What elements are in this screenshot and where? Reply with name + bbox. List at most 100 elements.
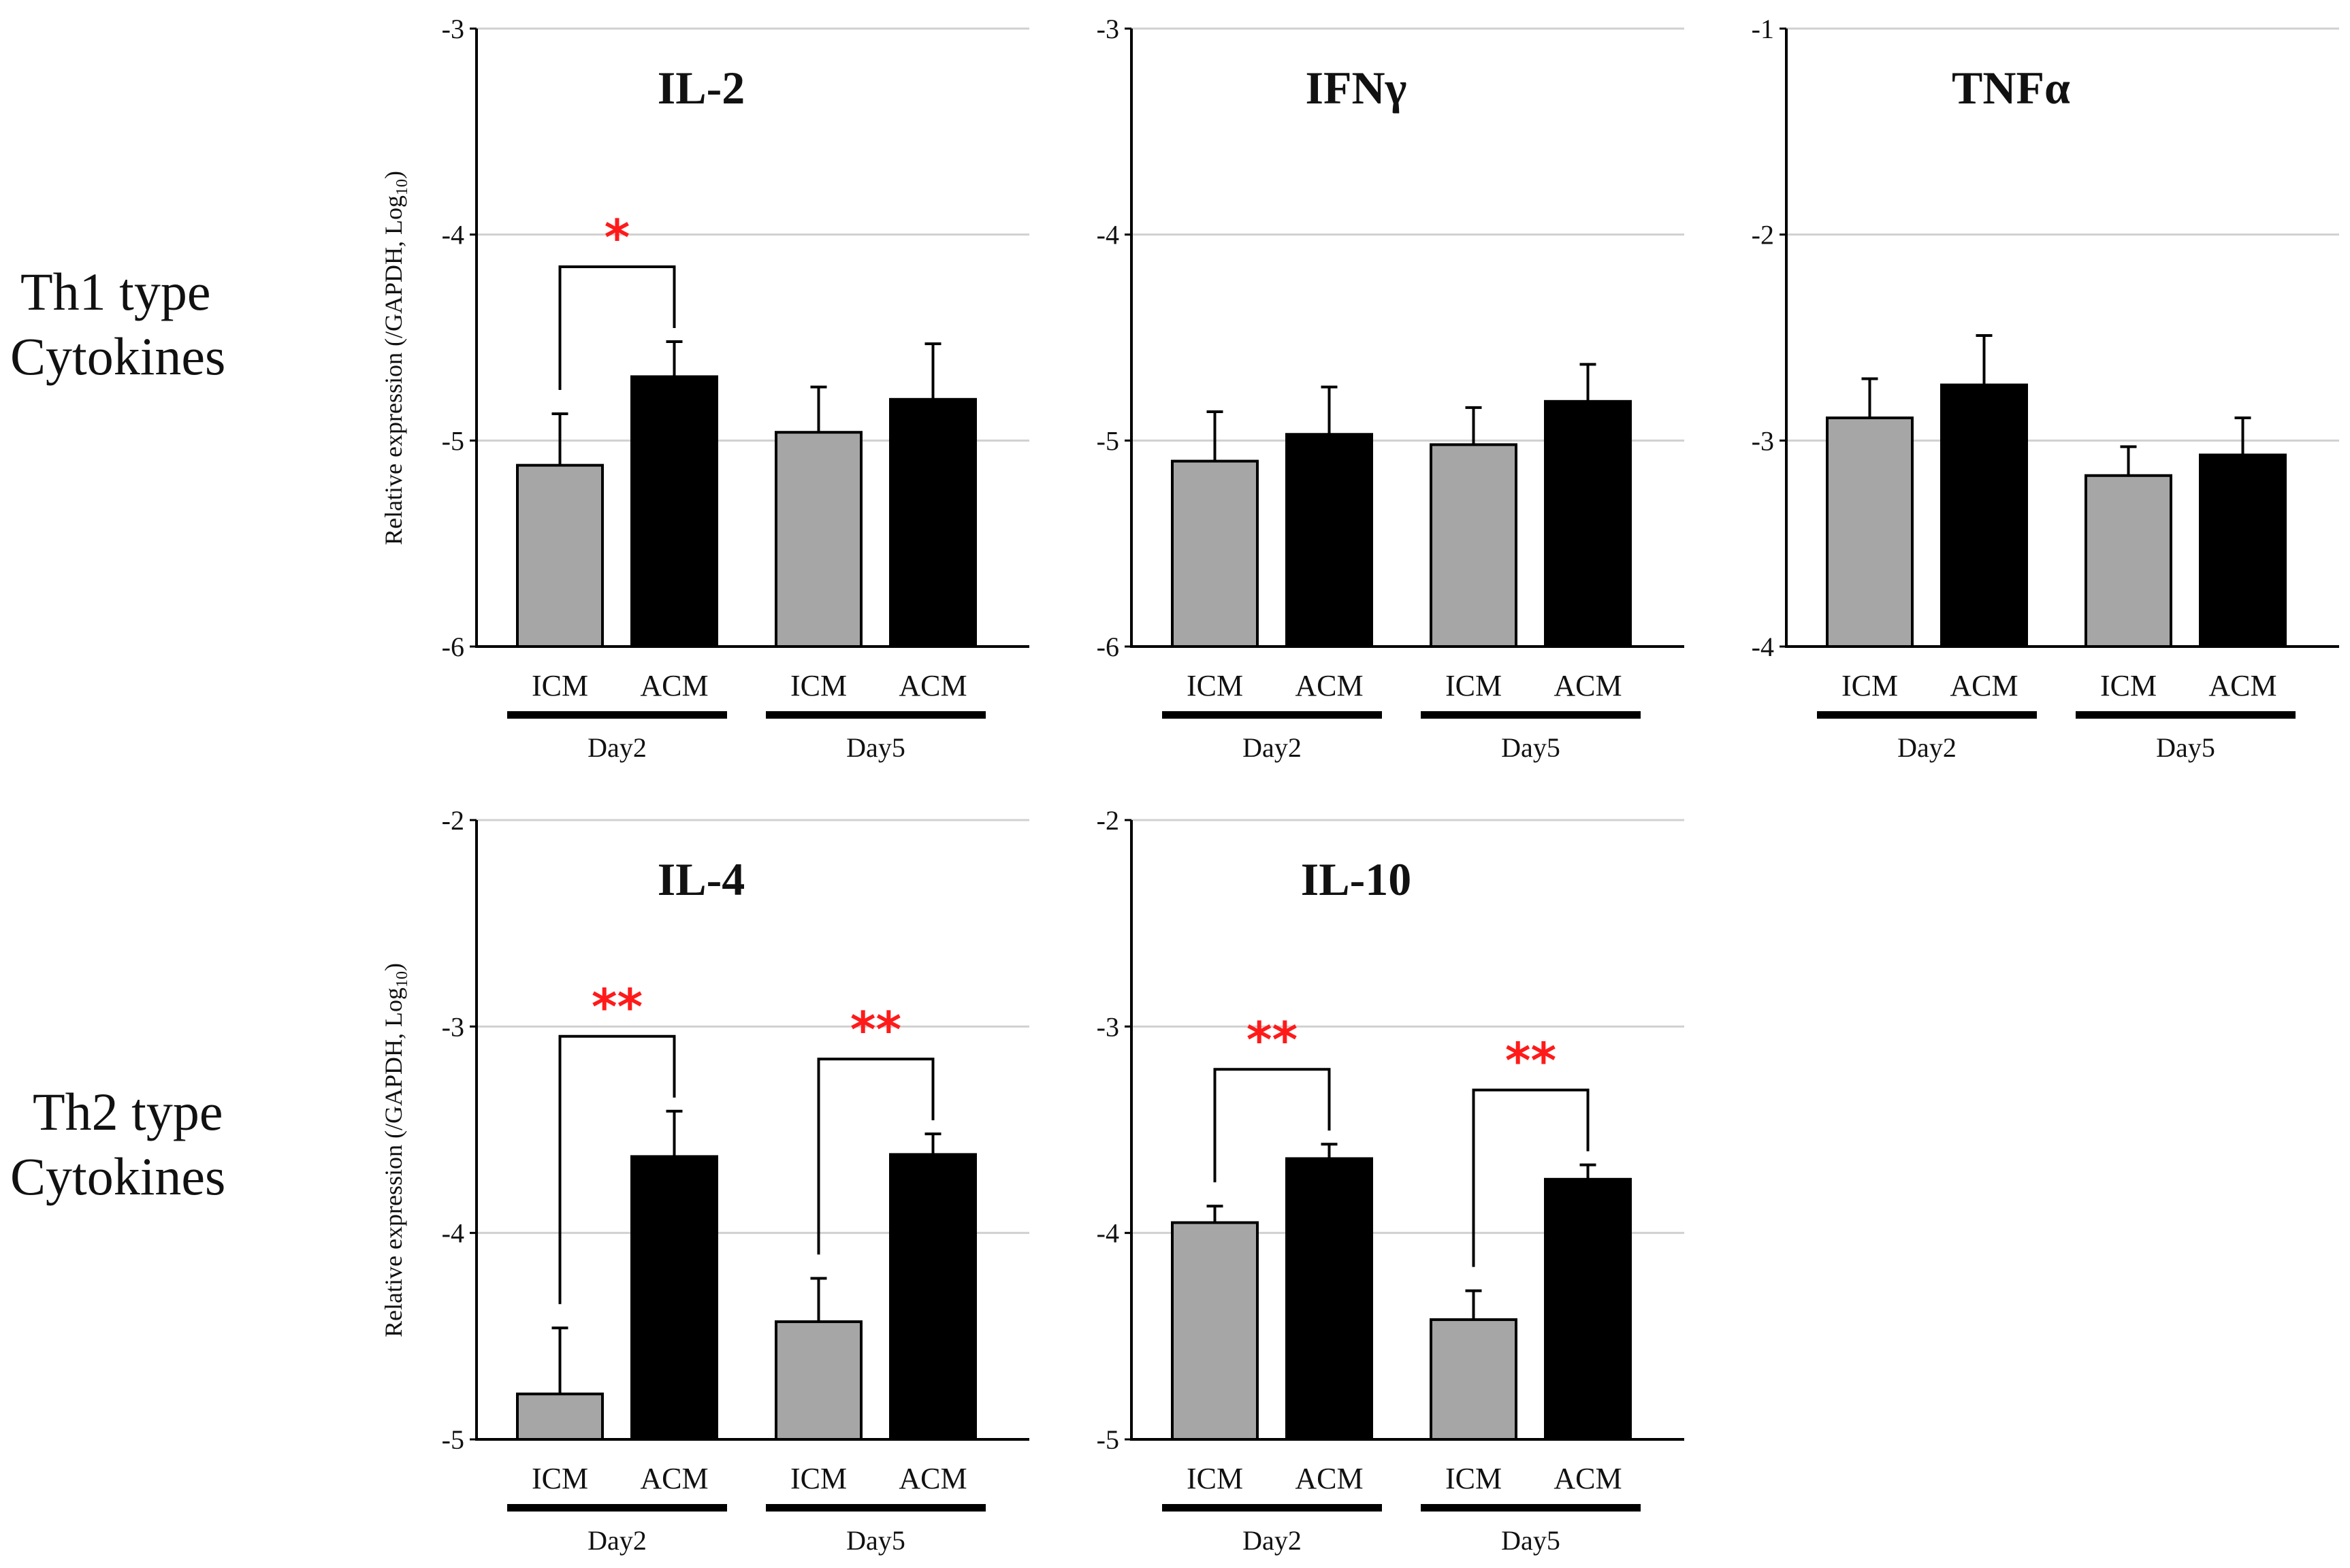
bar-icm-day5 (1430, 443, 1517, 648)
chart-title: IL-4 (658, 853, 745, 905)
row-label-th2-line1: Th2 type (33, 1082, 223, 1141)
y-tick-label: -6 (1097, 632, 1119, 662)
y-tick-label: -5 (1097, 1424, 1119, 1455)
chart-title: IL-10 (1301, 853, 1411, 905)
y-axis-label-sub: 10 (393, 971, 411, 987)
bar-icm-day5 (1430, 1318, 1517, 1441)
y-axis-label-sub: 10 (393, 179, 411, 195)
row-label-th2-line2: Cytokines (10, 1147, 225, 1206)
group-label: Day5 (1501, 1525, 1560, 1556)
y-tick-label: -3 (1097, 14, 1119, 44)
x-category-label: ACM (640, 669, 708, 702)
y-tick-label: -5 (442, 425, 464, 456)
y-axis-label-main: Relative expression (/GAPDH, Log (380, 195, 407, 545)
significance-bracket (558, 265, 676, 390)
group-bracket-day5 (766, 1504, 986, 1512)
bar-acm-day2 (1285, 433, 1373, 649)
group-bracket-day5 (1421, 711, 1641, 719)
bar-acm-day5 (1544, 1177, 1632, 1441)
y-tick-label: -3 (442, 14, 464, 44)
group-label: Day2 (1897, 732, 1957, 763)
x-category-label: ACM (2208, 669, 2276, 702)
y-tick-label: -2 (1097, 805, 1119, 836)
group-label: Day5 (846, 1525, 905, 1556)
bar-acm-day2 (630, 375, 718, 648)
significance-bracket (817, 1058, 935, 1255)
x-category-label: ICM (2100, 669, 2157, 702)
y-axis-label: Relative expression (/GAPDH, Log10) (380, 171, 411, 545)
bar-icm-day2 (1171, 1221, 1259, 1441)
bar-acm-day5 (1544, 399, 1632, 648)
x-category-label: ICM (532, 1462, 588, 1495)
group-label: Day2 (1242, 732, 1302, 763)
significance-bracket (1472, 1088, 1590, 1267)
y-tick-label: -4 (442, 220, 464, 250)
y-axis-label-close: ) (380, 963, 407, 971)
group-label: Day2 (588, 732, 647, 763)
bar-acm-day5 (2199, 453, 2287, 649)
y-tick-label: -5 (442, 1424, 464, 1455)
y-tick-label: -3 (1752, 425, 1774, 456)
bar-icm-day2 (1826, 416, 1914, 648)
group-bracket-day2 (1162, 711, 1382, 719)
group-bracket-day2 (1817, 711, 2037, 719)
significance-marker: ** (592, 979, 643, 1036)
row-label-th1-line1: Th1 type (20, 262, 210, 321)
x-category-label: ACM (1554, 1462, 1622, 1495)
y-tick-label: -4 (442, 1218, 464, 1249)
x-category-label: ICM (532, 669, 588, 702)
group-bracket-day2 (507, 711, 727, 719)
bar-acm-day2 (1285, 1157, 1373, 1441)
x-category-label: ACM (1554, 669, 1622, 702)
x-category-label: ICM (1187, 1462, 1243, 1495)
y-tick-label: -3 (442, 1011, 464, 1042)
bar-icm-day2 (516, 1392, 604, 1441)
group-bracket-day5 (766, 711, 986, 719)
group-bracket-day5 (1421, 1504, 1641, 1512)
chart-title: IL-2 (658, 62, 745, 114)
bar-icm-day5 (2085, 474, 2172, 649)
x-category-label: ACM (899, 669, 967, 702)
x-category-label: ACM (1295, 669, 1363, 702)
bar-icm-day5 (775, 1320, 863, 1441)
y-axis-label-main: Relative expression (/GAPDH, Log (380, 987, 407, 1337)
x-category-label: ACM (1950, 669, 2018, 702)
chart-title: IFNγ (1306, 62, 1407, 114)
bar-acm-day5 (889, 397, 977, 648)
y-tick-label: -6 (442, 632, 464, 662)
y-axis-label: Relative expression (/GAPDH, Log10) (380, 963, 411, 1337)
x-category-label: ACM (899, 1462, 967, 1495)
group-label: Day5 (2156, 732, 2215, 763)
x-category-label: ICM (1445, 669, 1502, 702)
panel-il-10: -2 -3 -4 -5 IL-10 ICM ACM Day2 ICM ACM Day5 ** ** (1097, 805, 1684, 1556)
y-tick-label: -4 (1097, 1218, 1119, 1249)
chart-title: TNFα (1952, 62, 2070, 114)
bar-acm-day2 (630, 1155, 718, 1441)
significance-bracket (558, 1034, 676, 1305)
significance-marker: ** (850, 1001, 901, 1058)
significance-marker: ** (1246, 1011, 1298, 1068)
group-bracket-day2 (507, 1504, 727, 1512)
row-label-th1: Th1 type Cytokines (10, 262, 225, 386)
bar-acm-day5 (889, 1153, 977, 1441)
y-tick-label: -3 (1097, 1011, 1119, 1042)
y-axis-label-close: ) (380, 171, 407, 179)
x-category-label: ACM (1295, 1462, 1363, 1495)
group-label: Day2 (588, 1525, 647, 1556)
row-label-th2: Th2 type Cytokines (10, 1082, 225, 1206)
y-tick-label: -2 (1752, 220, 1774, 250)
bar-icm-day5 (775, 431, 863, 649)
y-tick-label: -1 (1752, 14, 1774, 44)
panel-ifn: -3 -4 -5 -6 IFNγ ICM ACM Day2 ICM ACM Day5 (1097, 14, 1684, 763)
y-tick-label: -2 (442, 805, 464, 836)
significance-marker: ** (1505, 1032, 1556, 1090)
group-bracket-day5 (2076, 711, 2296, 719)
x-category-label: ICM (790, 669, 847, 702)
significance-marker: * (605, 209, 630, 266)
x-category-label: ICM (1445, 1462, 1502, 1495)
x-category-label: ACM (640, 1462, 708, 1495)
